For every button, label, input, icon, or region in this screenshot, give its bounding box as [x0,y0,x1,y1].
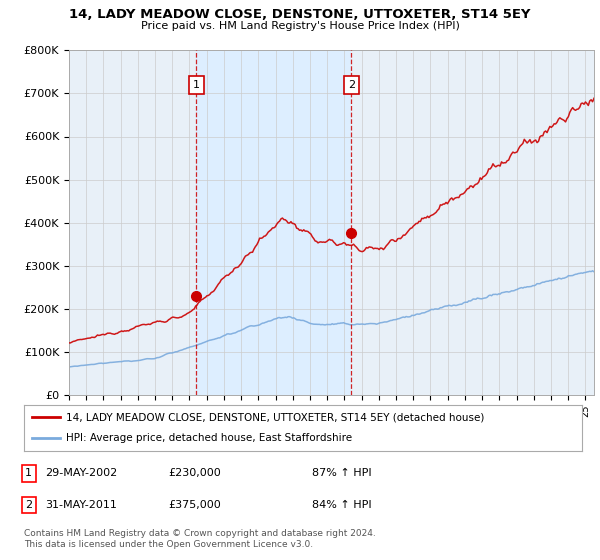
Text: 1: 1 [193,80,200,90]
Text: £375,000: £375,000 [168,500,221,510]
Text: 84% ↑ HPI: 84% ↑ HPI [312,500,371,510]
Text: 31-MAY-2011: 31-MAY-2011 [45,500,117,510]
Bar [196,50,351,395]
Text: Contains HM Land Registry data © Crown copyright and database right 2024.
This d: Contains HM Land Registry data © Crown c… [24,529,376,549]
Text: 2: 2 [348,80,355,90]
Text: 1: 1 [25,468,32,478]
Text: HPI: Average price, detached house, East Staffordshire: HPI: Average price, detached house, East… [66,433,352,444]
Text: 87% ↑ HPI: 87% ↑ HPI [312,468,371,478]
Text: 14, LADY MEADOW CLOSE, DENSTONE, UTTOXETER, ST14 5EY (detached house): 14, LADY MEADOW CLOSE, DENSTONE, UTTOXET… [66,412,484,422]
Text: 2: 2 [25,500,32,510]
Text: Price paid vs. HM Land Registry's House Price Index (HPI): Price paid vs. HM Land Registry's House … [140,21,460,31]
Text: 14, LADY MEADOW CLOSE, DENSTONE, UTTOXETER, ST14 5EY: 14, LADY MEADOW CLOSE, DENSTONE, UTTOXET… [69,8,531,21]
Text: £230,000: £230,000 [168,468,221,478]
Text: 29-MAY-2002: 29-MAY-2002 [45,468,117,478]
